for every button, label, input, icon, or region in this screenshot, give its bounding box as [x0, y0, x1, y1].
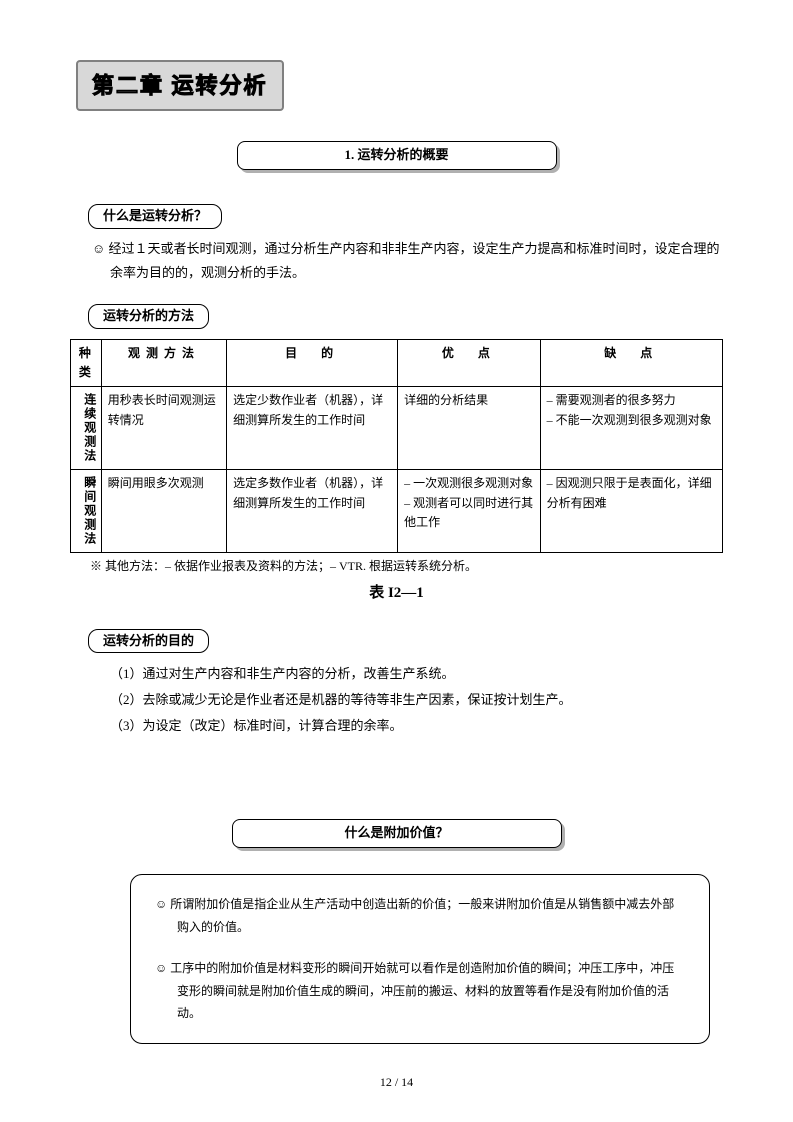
th-pros: 优 点 [398, 339, 540, 386]
cell-pros-2: – 一次观测很多观测对象 – 观测者可以同时进行其他工作 [398, 470, 540, 553]
cell-method-2: 瞬间用眼多次观测 [101, 470, 226, 553]
cell-purpose-2: 选定多数作业者（机器），详细测算所发生的工作时间 [227, 470, 398, 553]
table-caption: 表 I2—1 [70, 581, 723, 605]
row-label-1: 连续观测法 [71, 387, 102, 470]
callout-p2-text: 工序中的附加价值是材料变形的瞬间开始就可以看作是创造附加价值的瞬间；冲压工序中，… [170, 961, 674, 1021]
methods-table: 种类 观测方法 目 的 优 点 缺 点 连续观测法 用秒表长时间观测运转情况 选… [70, 339, 723, 553]
cell-cons-1: – 需要观测者的很多努力 – 不能一次观测到很多观测对象 [540, 387, 722, 470]
cell-cons-2: – 因观测只限于是表面化，详细分析有困难 [540, 470, 722, 553]
callout-p1: ☺ 所谓附加价值是指企业从生产活动中创造出新的价值；一般来讲附加价值是从销售额中… [155, 893, 685, 939]
goal-item: （3）为设定（改定）标准时间，计算合理的余率。 [110, 713, 723, 739]
th-method: 观测方法 [101, 339, 226, 386]
methods-footnote: ※ 其他方法：– 依据作业报表及资料的方法；– VTR. 根据运转系统分析。 [70, 557, 723, 576]
row-label-2: 瞬间观测法 [71, 470, 102, 553]
chapter-banner: 第二章 运转分析 [76, 60, 284, 111]
table-row: 瞬间观测法 瞬间用眼多次观测 选定多数作业者（机器），详细测算所发生的工作时间 … [71, 470, 723, 553]
table-row: 连续观测法 用秒表长时间观测运转情况 选定少数作业者（机器），详细测算所发生的工… [71, 387, 723, 470]
th-cons: 缺 点 [540, 339, 722, 386]
th-purpose: 目 的 [227, 339, 398, 386]
section-2-title-box: 什么是附加价值？ [232, 819, 562, 848]
q1-paragraph: 经过１天或者长时间观测，通过分析生产内容和非非生产内容，设定生产力提高和标准时间… [70, 237, 723, 286]
callout-box: ☺ 所谓附加价值是指企业从生产活动中创造出新的价值；一般来讲附加价值是从销售额中… [130, 874, 710, 1044]
cell-method-1: 用秒表长时间观测运转情况 [101, 387, 226, 470]
goals-list: （1）通过对生产内容和非生产内容的分析，改善生产系统。 （2）去除或减少无论是作… [70, 661, 723, 739]
callout-p1-text: 所谓附加价值是指企业从生产活动中创造出新的价值；一般来讲附加价值是从销售额中减去… [170, 897, 674, 934]
goal-item: （2）去除或减少无论是作业者还是机器的等待等非生产因素，保证按计划生产。 [110, 687, 723, 713]
q1-label: 什么是运转分析？ [88, 204, 222, 229]
goal-item: （1）通过对生产内容和非生产内容的分析，改善生产系统。 [110, 661, 723, 687]
table-header-row: 种类 观测方法 目 的 优 点 缺 点 [71, 339, 723, 386]
cell-purpose-1: 选定少数作业者（机器），详细测算所发生的工作时间 [227, 387, 398, 470]
methods-label: 运转分析的方法 [88, 304, 209, 329]
callout-p2: ☺ 工序中的附加价值是材料变形的瞬间开始就可以看作是创造附加价值的瞬间；冲压工序… [155, 957, 685, 1025]
section-1-title: 1. 运转分析的概要 [344, 147, 448, 162]
goals-label: 运转分析的目的 [88, 629, 209, 654]
section-2-title: 什么是附加价值？ [344, 825, 448, 840]
cell-pros-1: 详细的分析结果 [398, 387, 540, 470]
section-1-title-box: 1. 运转分析的概要 [237, 141, 557, 170]
page-footer: 12 / 14 [0, 1073, 793, 1092]
chapter-title: 第二章 运转分析 [92, 73, 268, 98]
th-type: 种类 [71, 339, 102, 386]
